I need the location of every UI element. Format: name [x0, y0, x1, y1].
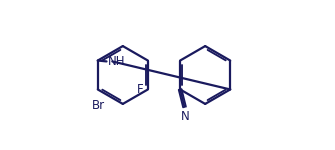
Text: F: F	[137, 83, 143, 96]
Text: NH: NH	[108, 55, 125, 68]
Text: Br: Br	[92, 99, 105, 112]
Text: N: N	[181, 110, 189, 123]
